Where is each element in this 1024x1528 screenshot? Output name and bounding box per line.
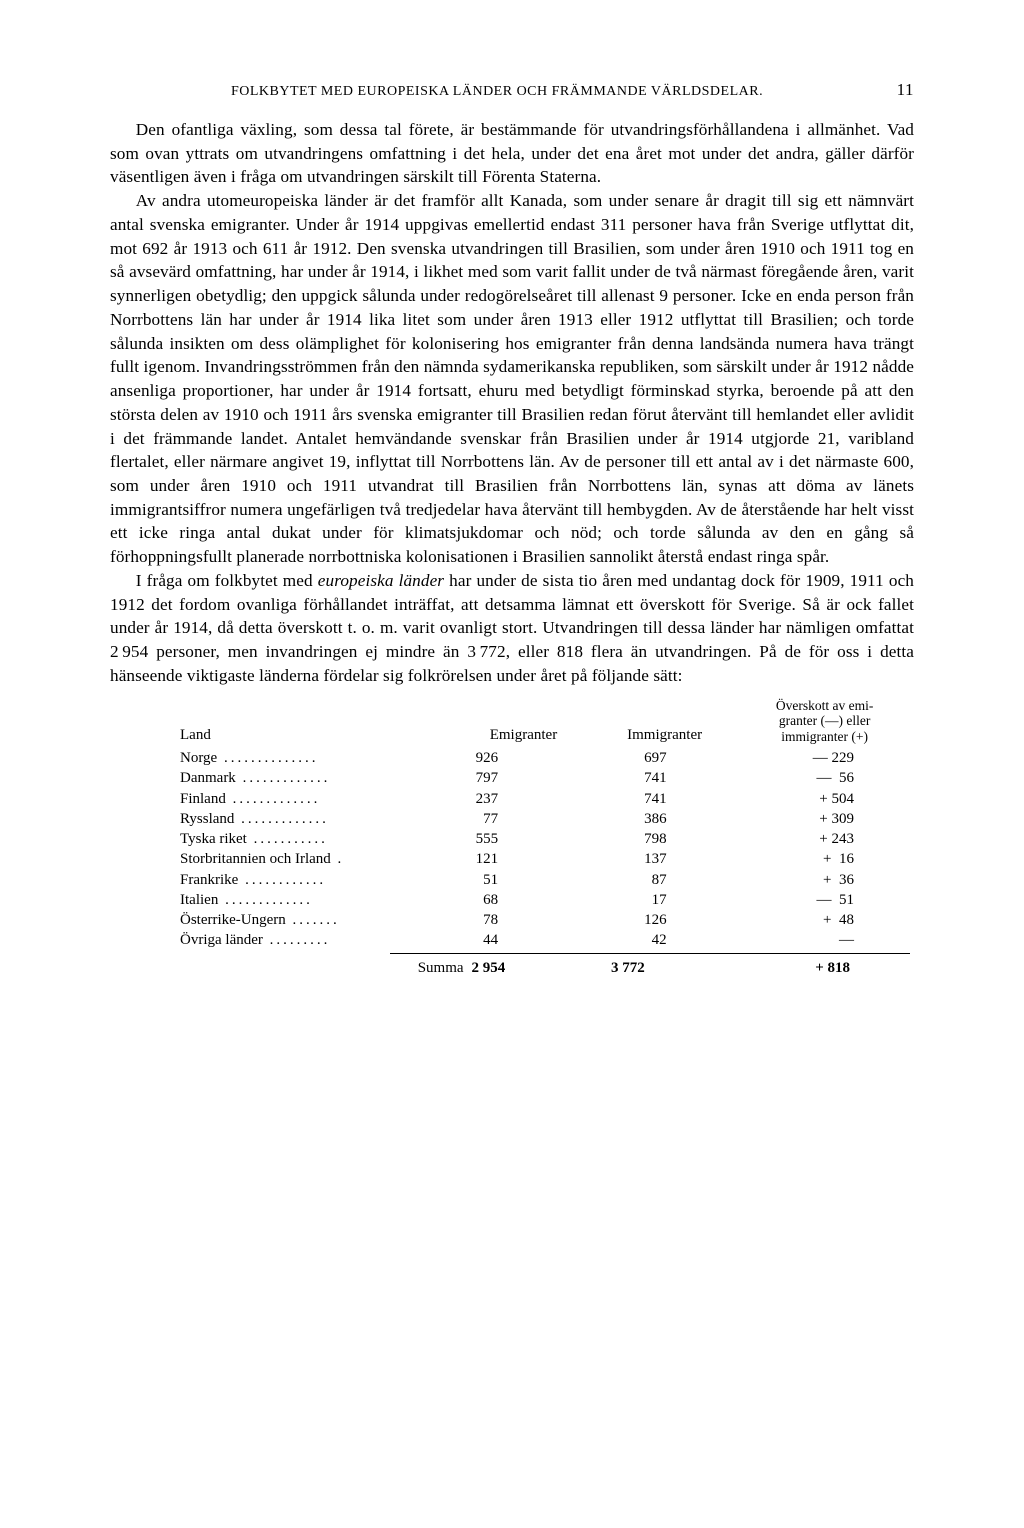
body-text: Den ofantliga växling, som dessa tal för… [110, 118, 914, 688]
running-header: FOLKBYTET MED EUROPEISKA LÄNDER OCH FRÄM… [110, 80, 914, 100]
col-header-emigranter: Emigranter [453, 727, 594, 744]
table-row: Tyska riket ...........555798+ 243 [110, 829, 914, 849]
cell-overskott: — 229 [717, 748, 914, 768]
sum-label: Summa [390, 956, 472, 980]
cell-immigranter: 798 [558, 829, 716, 849]
cell-land: Övriga länder ......... [110, 930, 390, 950]
col-header-immigranter: Immigranter [594, 727, 735, 744]
cell-emigranter: 237 [390, 789, 558, 809]
cell-emigranter: 926 [390, 748, 558, 768]
cell-emigranter: 555 [390, 829, 558, 849]
paragraph-1: Den ofantliga växling, som dessa tal för… [110, 118, 914, 189]
italic-phrase: europeiska länder [318, 571, 444, 590]
table-row: Övriga länder .........4442— [110, 930, 914, 950]
cell-emigranter: 797 [390, 768, 558, 788]
cell-emigranter: 51 [390, 870, 558, 890]
table-row: Frankrike ............5187+ 36 [110, 870, 914, 890]
cell-immigranter: 741 [558, 789, 716, 809]
cell-emigranter: 121 [390, 849, 558, 869]
cell-emigranter: 78 [390, 910, 558, 930]
running-title: FOLKBYTET MED EUROPEISKA LÄNDER OCH FRÄM… [110, 84, 884, 100]
table-row: Italien .............6817— 51 [110, 890, 914, 910]
table-row: Österrike-Ungern .......78126+ 48 [110, 910, 914, 930]
cell-overskott: + 48 [717, 910, 914, 930]
cell-overskott: — 51 [717, 890, 914, 910]
migration-table: Land Emigranter Immigranter Överskott av… [110, 698, 914, 980]
table-row: Finland .............237741+ 504 [110, 789, 914, 809]
cell-land: Österrike-Ungern ....... [110, 910, 390, 930]
col-header-overskott: Överskott av emi- granter (—) eller immi… [735, 698, 914, 745]
cell-land: Italien ............. [110, 890, 390, 910]
cell-overskott: + 243 [717, 829, 914, 849]
cell-land: Finland ............. [110, 789, 390, 809]
cell-land: Storbritannien och Irland . [110, 849, 390, 869]
sum-emigranter: 2 954 [472, 956, 523, 980]
cell-immigranter: 137 [558, 849, 716, 869]
cell-land: Danmark ............. [110, 768, 390, 788]
cell-land: Ryssland ............. [110, 809, 390, 829]
cell-immigranter: 42 [558, 930, 716, 950]
table-row: Danmark .............797741— 56 [110, 768, 914, 788]
document-page: FOLKBYTET MED EUROPEISKA LÄNDER OCH FRÄM… [0, 0, 1024, 1528]
table-row: Norge ..............926697— 229 [110, 748, 914, 768]
cell-emigranter: 44 [390, 930, 558, 950]
cell-emigranter: 68 [390, 890, 558, 910]
cell-immigranter: 741 [558, 768, 716, 788]
cell-land: Norge .............. [110, 748, 390, 768]
table-row: Storbritannien och Irland .121137+ 16 [110, 849, 914, 869]
sum-immigranter: 3 772 [522, 956, 695, 980]
page-number: 11 [884, 80, 914, 100]
table-header-row: Land Emigranter Immigranter Överskott av… [110, 698, 914, 745]
paragraph-3: I fråga om folkbytet med europeiska länd… [110, 569, 914, 688]
paragraph-2: Av andra utomeuropeiska länder är det fr… [110, 189, 914, 569]
table-row: Ryssland .............77386+ 309 [110, 809, 914, 829]
cell-overskott: + 309 [717, 809, 914, 829]
cell-overskott: + 16 [717, 849, 914, 869]
table-sum-row: Summa 2 954 3 772 + 818 [390, 953, 910, 980]
cell-immigranter: 126 [558, 910, 716, 930]
table-body: Norge ..............926697— 229Danmark .… [110, 748, 914, 951]
cell-land: Frankrike ............ [110, 870, 390, 890]
cell-immigranter: 87 [558, 870, 716, 890]
cell-immigranter: 386 [558, 809, 716, 829]
cell-overskott: + 504 [717, 789, 914, 809]
cell-immigranter: 697 [558, 748, 716, 768]
col-header-land: Land [110, 727, 453, 744]
cell-overskott: — 56 [717, 768, 914, 788]
cell-emigranter: 77 [390, 809, 558, 829]
sum-overskott: + 818 [695, 956, 910, 980]
cell-land: Tyska riket ........... [110, 829, 390, 849]
cell-immigranter: 17 [558, 890, 716, 910]
cell-overskott: — [717, 930, 914, 950]
cell-overskott: + 36 [717, 870, 914, 890]
